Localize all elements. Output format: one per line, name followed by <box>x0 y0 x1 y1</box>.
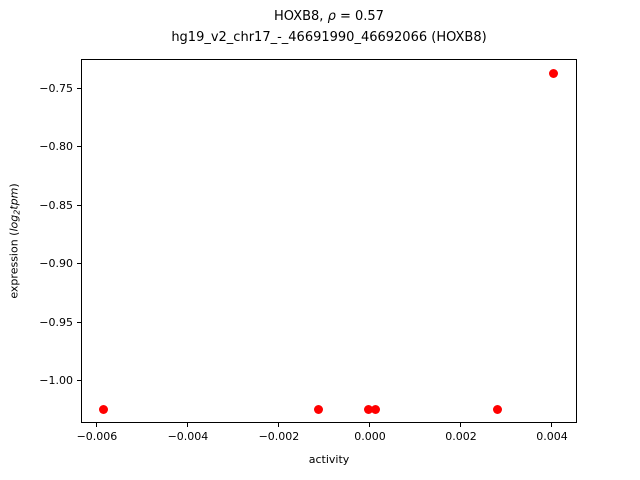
data-point <box>371 405 381 415</box>
y-tick-mark <box>77 380 81 382</box>
plot-area <box>81 59 577 423</box>
x-tick-mark <box>278 423 280 427</box>
x-tick-mark <box>460 423 462 427</box>
y-tick-mark <box>77 263 81 265</box>
x-tick-mark <box>369 423 371 427</box>
data-point <box>313 405 323 415</box>
y-axis-label-log: log <box>7 214 21 232</box>
y-tick-label: −0.90 <box>39 257 73 271</box>
x-tick-mark <box>187 423 189 427</box>
y-axis-label-suffix: ) <box>7 183 21 188</box>
y-tick-label: −0.75 <box>39 81 73 95</box>
x-axis-label: activity <box>308 453 350 466</box>
rho-symbol: ρ <box>327 9 336 24</box>
x-tick-label: −0.002 <box>258 430 300 443</box>
y-axis-label-subscript: 2 <box>12 209 22 215</box>
y-axis-label: expression (log2tpm) <box>8 183 25 298</box>
y-axis-label-tpm: tpm <box>7 187 21 210</box>
data-point <box>99 405 109 415</box>
y-tick-mark <box>77 146 81 148</box>
x-tick-mark <box>96 423 98 427</box>
y-tick-label: −0.85 <box>39 198 73 212</box>
y-tick-mark <box>77 321 81 323</box>
data-point <box>549 69 559 79</box>
y-tick-label: −0.95 <box>39 315 73 329</box>
y-tick-label: −0.80 <box>39 140 73 154</box>
y-axis-label-prefix: expression ( <box>7 231 21 299</box>
x-tick-label: −0.006 <box>76 430 118 443</box>
y-tick-label: −1.00 <box>39 374 73 388</box>
y-tick-mark <box>77 204 81 206</box>
x-tick-label: −0.004 <box>167 430 209 443</box>
y-tick-mark <box>77 87 81 89</box>
x-tick-label: 0.000 <box>354 430 386 443</box>
chart-title: HOXB8, ρ = 0.57 <box>81 7 577 27</box>
data-point <box>363 405 373 415</box>
chart-title-prefix: HOXB8, <box>274 9 328 24</box>
chart-title-suffix: = 0.57 <box>335 9 384 24</box>
x-tick-label: 0.004 <box>536 430 568 443</box>
x-tick-mark <box>551 423 553 427</box>
x-tick-label: 0.002 <box>445 430 477 443</box>
chart-subtitle: hg19_v2_chr17_-_46691990_46692066 (HOXB8… <box>171 30 487 45</box>
data-point <box>493 405 503 415</box>
